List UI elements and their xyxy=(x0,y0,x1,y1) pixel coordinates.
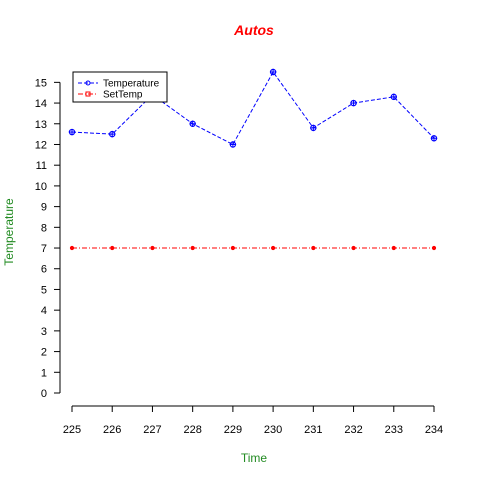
y-tick-label: 13 xyxy=(35,119,47,131)
legend-label: Temperature xyxy=(103,79,160,90)
legend-marker xyxy=(85,80,91,86)
y-axis-label: Temperature xyxy=(2,198,16,266)
y-tick-label: 11 xyxy=(36,160,47,172)
series-settemp xyxy=(69,245,437,251)
data-point xyxy=(110,245,115,251)
x-tick-label: 231 xyxy=(304,424,322,436)
data-point xyxy=(311,245,316,251)
y-tick-label: 15 xyxy=(35,77,47,89)
x-tick-label: 230 xyxy=(264,424,282,436)
y-tick-label: 2 xyxy=(41,347,47,359)
data-point xyxy=(109,130,116,138)
y-tick-label: 0 xyxy=(41,388,47,400)
data-point xyxy=(150,245,155,251)
series-line xyxy=(71,71,435,146)
legend-label: SetTemp xyxy=(103,90,143,101)
y-tick-label: 9 xyxy=(41,202,47,214)
x-tick-label: 225 xyxy=(63,424,81,436)
data-point xyxy=(390,93,397,101)
data-point xyxy=(431,245,437,251)
data-point xyxy=(351,245,356,251)
legend-box xyxy=(72,71,168,103)
legend-marker xyxy=(85,91,91,97)
x-tick-label: 227 xyxy=(143,424,161,436)
data-point xyxy=(230,245,235,251)
x-tick-label: 228 xyxy=(183,424,201,436)
x-tick-label: 233 xyxy=(385,424,403,436)
data-point xyxy=(68,128,76,136)
data-point xyxy=(69,245,75,251)
y-tick-label: 3 xyxy=(41,326,47,338)
x-axis-label: Time xyxy=(241,451,268,465)
chart-title: Autos xyxy=(233,22,274,38)
y-tick-label: 7 xyxy=(41,243,47,255)
y-tick-label: 12 xyxy=(35,139,47,151)
legend-item-settemp: SetTemp xyxy=(78,90,143,101)
legend-item-temperature: Temperature xyxy=(78,79,160,90)
x-tick-label: 226 xyxy=(103,424,121,436)
data-point xyxy=(271,245,276,251)
data-point xyxy=(391,245,396,251)
y-tick-label: 1 xyxy=(41,367,47,379)
data-point xyxy=(310,124,317,132)
x-axis: 225 226 227 228 229 230 231 232 233 234 xyxy=(63,405,443,436)
data-point xyxy=(229,141,237,148)
x-tick-label: 232 xyxy=(344,424,362,436)
x-tick-label: 234 xyxy=(425,424,443,436)
y-tick-label: 10 xyxy=(35,181,47,193)
y-tick-label: 4 xyxy=(41,305,47,317)
data-point xyxy=(350,99,357,107)
y-tick-label: 14 xyxy=(35,98,47,110)
data-point xyxy=(269,68,277,76)
y-tick-label: 8 xyxy=(41,222,47,234)
y-tick-label: 6 xyxy=(41,264,47,276)
y-tick-label: 5 xyxy=(41,284,47,296)
data-point xyxy=(430,135,438,142)
data-point xyxy=(190,245,195,251)
x-tick-label: 229 xyxy=(224,424,242,436)
data-point xyxy=(189,120,196,127)
